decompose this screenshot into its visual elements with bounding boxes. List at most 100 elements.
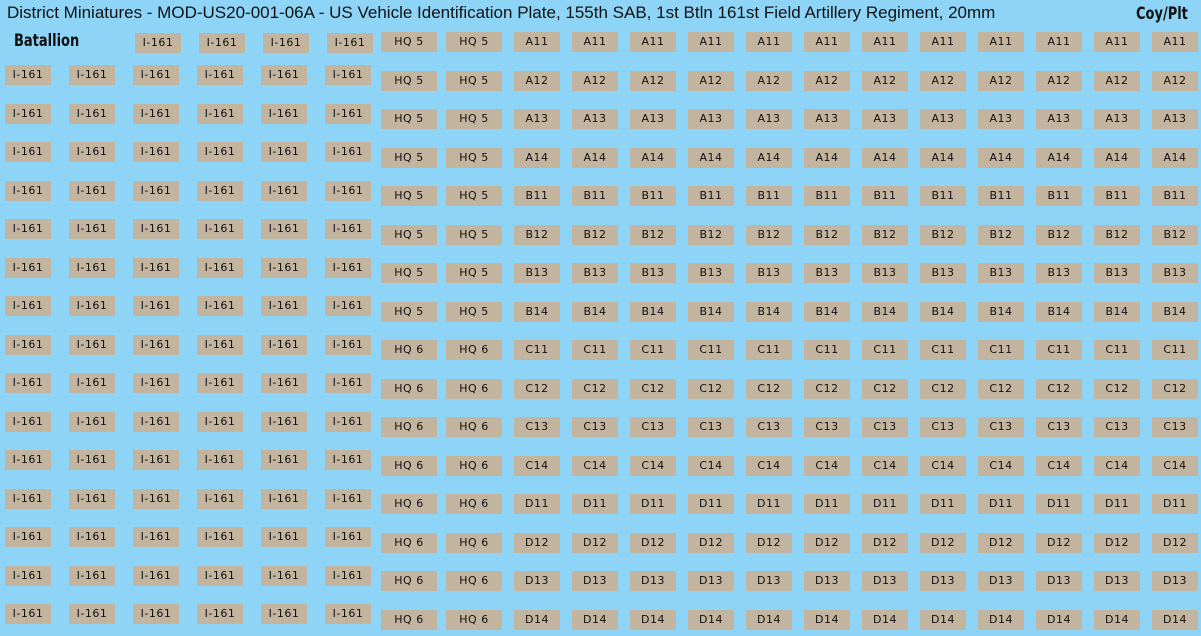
battalion-plate: I-161: [325, 565, 371, 586]
platoon-plate: C11: [688, 340, 734, 360]
platoon-plate: C12: [514, 378, 560, 399]
platoon-plate: A14: [688, 147, 734, 168]
platoon-plate: B13: [1152, 263, 1198, 283]
battalion-plate: I-161: [133, 527, 179, 547]
hq-plate: HQ 6: [446, 571, 502, 591]
battalion-plate: I-161: [325, 142, 371, 162]
platoon-plate: A11: [920, 32, 966, 52]
hq-plate: HQ 6: [446, 532, 502, 553]
hq-plate: HQ 5: [381, 301, 437, 322]
battalion-plate: I-161: [197, 565, 243, 586]
platoon-plate: C12: [688, 378, 734, 399]
platoon-plate: B14: [978, 301, 1024, 322]
battalion-plate: I-161: [133, 334, 179, 355]
platoon-plate: B14: [920, 301, 966, 322]
platoon-plate: D12: [1152, 532, 1198, 553]
platoon-plate: A13: [1152, 109, 1198, 129]
platoon-plate: C12: [978, 378, 1024, 399]
hq-plate: HQ 5: [446, 224, 502, 245]
platoon-plate: A14: [978, 147, 1024, 168]
battalion-plate: I-161: [197, 296, 243, 316]
battalion-plate: I-161: [197, 527, 243, 547]
platoon-plate: C13: [1152, 417, 1198, 437]
platoon-plate: B12: [978, 224, 1024, 245]
battalion-plate: I-161: [133, 373, 179, 393]
hq-plate: HQ 6: [381, 340, 437, 360]
platoon-plate: D13: [746, 571, 792, 591]
battalion-plate: I-161: [325, 296, 371, 316]
battalion-plate: I-161: [325, 334, 371, 355]
platoon-plate: D14: [804, 609, 850, 630]
platoon-plate: D13: [1152, 571, 1198, 591]
platoon-plate: D13: [978, 571, 1024, 591]
battalion-plate: I-161: [133, 604, 179, 624]
battalion-plate: I-161: [261, 527, 307, 547]
platoon-plate: B14: [746, 301, 792, 322]
battalion-plate: I-161: [197, 334, 243, 355]
battalion-plate: I-161: [5, 411, 51, 432]
platoon-plate: D11: [804, 494, 850, 514]
platoon-plate: D14: [572, 609, 618, 630]
battalion-plate: I-161: [325, 604, 371, 624]
platoon-plate: B11: [978, 186, 1024, 206]
platoon-plate: C14: [630, 455, 676, 476]
battalion-plate: I-161: [261, 411, 307, 432]
battalion-plate: I-161: [261, 488, 307, 509]
platoon-plate: D12: [514, 532, 560, 553]
platoon-plate: A12: [746, 70, 792, 91]
hq-plate: HQ 5: [446, 70, 502, 91]
platoon-plate: B11: [572, 186, 618, 206]
battalion-plate: I-161: [5, 488, 51, 509]
platoon-plate: C13: [688, 417, 734, 437]
battalion-plate: I-161: [325, 103, 371, 124]
platoon-plate: B13: [1094, 263, 1140, 283]
platoon-plate: A14: [1152, 147, 1198, 168]
battalion-plate: I-161: [69, 373, 115, 393]
hq-plate: HQ 6: [381, 494, 437, 514]
platoon-plate: A11: [630, 32, 676, 52]
battalion-plate: I-161: [261, 65, 307, 85]
platoon-plate: D13: [862, 571, 908, 591]
platoon-plate: A13: [1036, 109, 1082, 129]
platoon-plate: B11: [688, 186, 734, 206]
hq-plate: HQ 5: [381, 32, 437, 52]
platoon-plate: A11: [514, 32, 560, 52]
platoon-plate: D14: [862, 609, 908, 630]
platoon-plate: B14: [862, 301, 908, 322]
platoon-plate: C11: [1094, 340, 1140, 360]
battalion-plate: I-161: [5, 527, 51, 547]
battalion-plate: I-161: [133, 103, 179, 124]
platoon-plate: B14: [1036, 301, 1082, 322]
battalion-plate: I-161: [69, 411, 115, 432]
platoon-plate: D13: [1036, 571, 1082, 591]
battalion-plate: I-161: [261, 604, 307, 624]
platoon-plate: B13: [572, 263, 618, 283]
platoon-plate: D13: [630, 571, 676, 591]
platoon-plate: C14: [746, 455, 792, 476]
battalion-plate: I-161: [263, 33, 309, 53]
platoon-plate: C13: [1094, 417, 1140, 437]
platoon-plate: C11: [920, 340, 966, 360]
platoon-plate: D12: [978, 532, 1024, 553]
platoon-plate: C11: [978, 340, 1024, 360]
battalion-plate: I-161: [5, 142, 51, 162]
sheet-title: District Miniatures - MOD-US20-001-06A -…: [7, 3, 996, 22]
platoon-plate: C12: [1152, 378, 1198, 399]
platoon-plate: A12: [1036, 70, 1082, 91]
hq-plate: HQ 5: [446, 186, 502, 206]
platoon-plate: B14: [688, 301, 734, 322]
battalion-plate: I-161: [325, 257, 371, 278]
platoon-plate: B11: [804, 186, 850, 206]
platoon-plate: A13: [862, 109, 908, 129]
platoon-plate: A14: [1094, 147, 1140, 168]
battalion-plate: I-161: [69, 296, 115, 316]
platoon-plate: D11: [514, 494, 560, 514]
platoon-plate: C13: [920, 417, 966, 437]
battalion-plate: I-161: [69, 334, 115, 355]
platoon-plate: B11: [862, 186, 908, 206]
hq-plate: HQ 6: [446, 340, 502, 360]
platoon-plate: C13: [1036, 417, 1082, 437]
hq-plate: HQ 5: [381, 147, 437, 168]
platoon-plate: D11: [920, 494, 966, 514]
platoon-plate: B14: [1094, 301, 1140, 322]
